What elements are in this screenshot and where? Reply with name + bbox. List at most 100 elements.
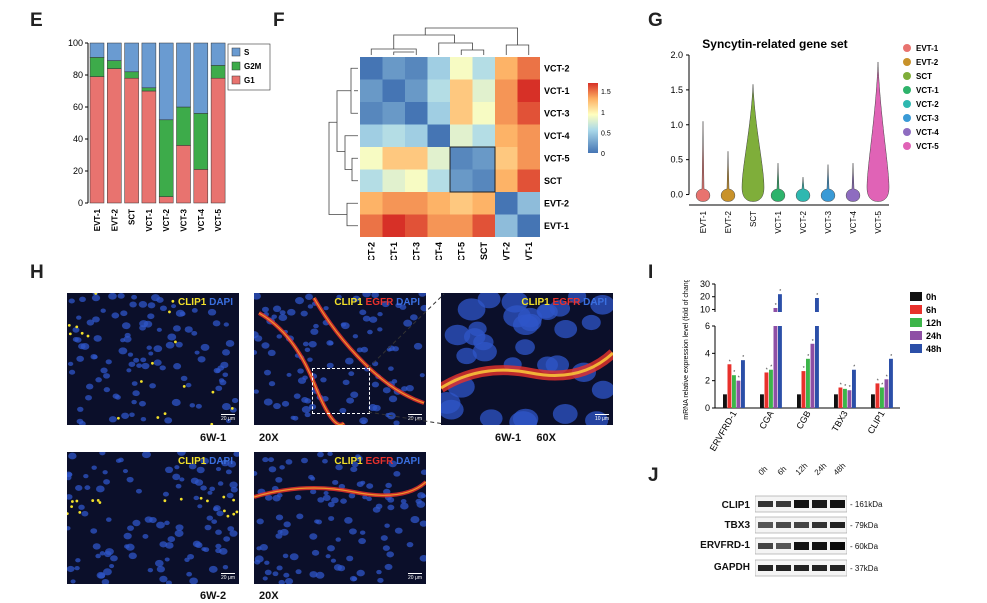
nucleus: [165, 580, 172, 584]
nucleus: [304, 412, 311, 418]
nucleus: [81, 510, 89, 517]
legend-dot: [903, 100, 911, 108]
nucleus: [420, 304, 426, 312]
x-tick-label: CGA: [757, 409, 775, 431]
significance-mark: *: [775, 303, 777, 309]
nucleus: [279, 528, 289, 536]
legend-swatch: [910, 344, 922, 353]
heatmap-cell: [517, 169, 540, 192]
panel-label-e: E: [30, 10, 43, 31]
colorbar-tick-label: 0: [601, 151, 605, 158]
nucleus: [211, 519, 218, 524]
nucleus: [300, 310, 308, 317]
nucleus: [517, 307, 543, 328]
nucleus: [209, 486, 216, 492]
nucleus: [330, 558, 337, 563]
nucleus: [118, 347, 128, 355]
clip1-puncta: [199, 496, 203, 500]
nucleus: [114, 394, 121, 400]
nucleus: [268, 457, 275, 463]
nucleus: [175, 341, 183, 348]
x-tick-label: VCT-2: [799, 210, 808, 233]
bar: [810, 343, 815, 408]
micrograph-6w1-clip1-egfr-20x: CLIP1 EGFR DAPI 20 μm: [254, 293, 426, 425]
nucleus: [261, 306, 269, 313]
nucleus: [156, 521, 165, 529]
nucleus: [293, 393, 301, 399]
nucleus: [323, 306, 329, 311]
clip1-puncta: [116, 416, 120, 420]
bar-segment: [107, 60, 122, 69]
nucleus: [76, 355, 84, 362]
nucleus: [149, 383, 156, 389]
kda-label: - 37kDa: [850, 564, 879, 573]
nucleus: [162, 491, 169, 497]
nucleus: [187, 553, 195, 560]
nucleus: [101, 578, 110, 584]
clip1-puncta: [206, 499, 209, 503]
nucleus: [138, 300, 148, 308]
nucleus: [149, 516, 157, 524]
kda-label: - 60kDa: [850, 542, 879, 551]
nucleus: [348, 493, 356, 499]
legend-label: 12h: [926, 318, 942, 328]
nucleus: [193, 495, 200, 501]
nucleus: [207, 308, 217, 316]
y-tick-label: 1.5: [670, 85, 683, 95]
nucleus: [86, 383, 94, 390]
nucleus: [120, 310, 128, 317]
micrograph-6w2-clip1: CLIP1 DAPI 20 μm: [67, 452, 239, 584]
nucleus: [281, 400, 290, 407]
nucleus: [221, 459, 230, 467]
nucleus: [307, 357, 313, 362]
nucleus: [359, 417, 368, 425]
heatmap-cell: [360, 124, 383, 147]
micrograph-6w2-clip1-egfr-20x: CLIP1 EGFR DAPI 20 μm: [254, 452, 426, 584]
nucleus: [549, 300, 571, 317]
bar: [871, 394, 875, 408]
x-tick-label: VCT-4: [197, 208, 206, 231]
bar-upper: [773, 308, 778, 312]
clip1-puncta: [232, 498, 236, 502]
nucleus: [98, 572, 106, 579]
nucleus: [222, 564, 229, 570]
nucleus: [127, 352, 134, 357]
clip1-puncta: [86, 334, 90, 338]
nucleus: [276, 493, 283, 498]
row-label: VCT-3: [544, 108, 570, 118]
nucleus: [189, 403, 196, 408]
nucleus: [141, 452, 151, 459]
nucleus: [405, 384, 414, 392]
nucleus: [254, 389, 259, 394]
nucleus: [261, 342, 270, 349]
x-tick-label: VCT-5: [214, 208, 223, 231]
heatmap-cell: [405, 102, 428, 125]
clip1-puncta: [163, 499, 167, 503]
nucleus: [401, 386, 408, 392]
bar-segment: [89, 76, 105, 204]
nucleus: [350, 466, 358, 473]
stain-label: CLIP1 EGFR DAPI: [334, 297, 420, 308]
nucleus: [345, 357, 354, 365]
bar: [797, 394, 801, 408]
heatmap-cell: [382, 57, 405, 80]
nucleus: [213, 506, 219, 512]
nucleus: [581, 314, 601, 331]
nucleus: [352, 295, 361, 302]
nucleus: [305, 293, 313, 300]
nucleus: [276, 334, 283, 339]
nucleus: [377, 577, 384, 583]
panel-label-j: J: [648, 465, 659, 486]
nucleus: [393, 420, 400, 425]
significance-mark: *: [770, 365, 772, 371]
nucleus: [231, 397, 239, 404]
nucleus: [84, 485, 91, 490]
nucleus: [272, 305, 282, 313]
clip1-puncta: [222, 495, 226, 499]
nucleus: [272, 571, 279, 577]
nucleus: [254, 555, 264, 563]
nucleus: [362, 293, 371, 298]
nucleus: [99, 452, 106, 456]
bar-upper: [815, 298, 819, 312]
nucleus: [349, 528, 357, 535]
